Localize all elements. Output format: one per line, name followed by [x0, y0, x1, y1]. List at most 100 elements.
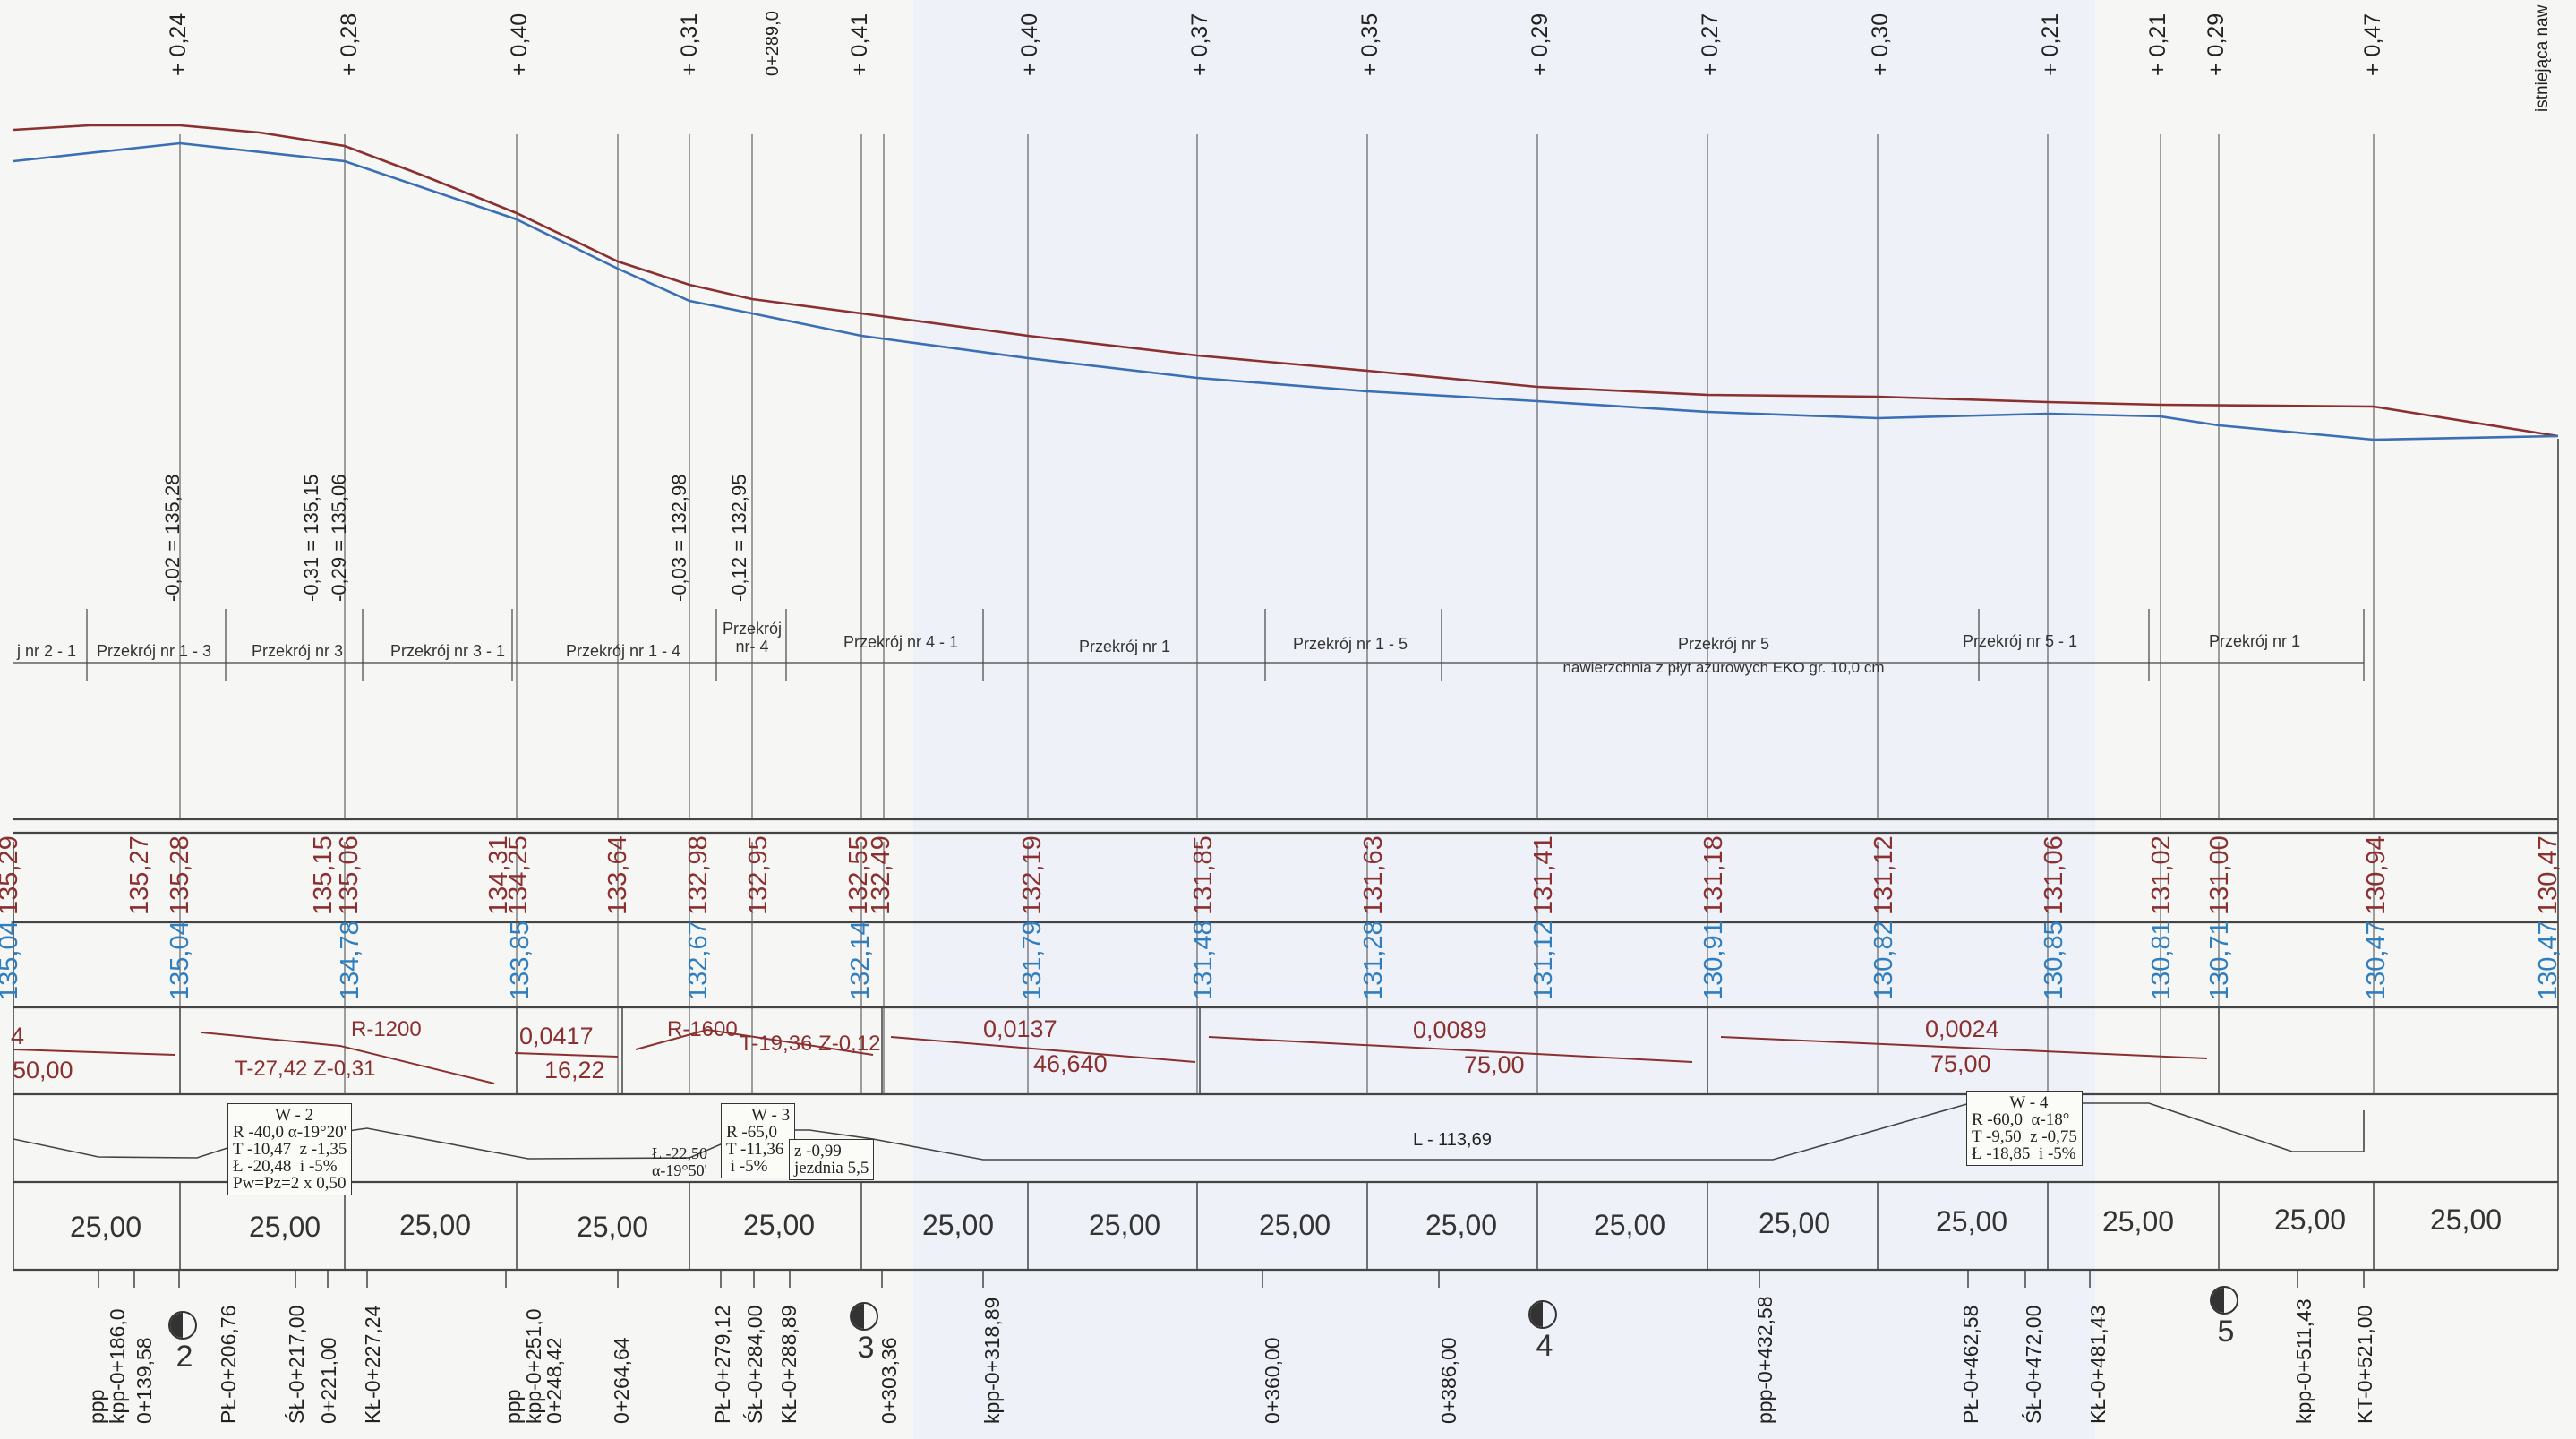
station-label: 0+386,00: [1437, 1337, 1460, 1424]
design-elevation: 131,06: [2040, 835, 2068, 915]
design-elevation: 131,41: [1529, 835, 1558, 915]
design-elevation: 135,29: [0, 835, 23, 915]
scan-shading: [913, 0, 2095, 1439]
terrain-elevation: 130,47: [2534, 921, 2563, 1000]
top-diff-label: + 0,41: [847, 13, 872, 76]
top-diff-label: + 0,30: [1868, 13, 1893, 76]
terrain-elevation: 130,81: [2147, 921, 2176, 1000]
terrain-elevation: 130,71: [2205, 921, 2234, 1000]
top-diff-label: 0+289,0: [763, 11, 783, 76]
grade-line: [201, 1032, 495, 1084]
section-label: Przekrój nr 5: [1677, 635, 1770, 653]
section-label: Przekrój nr 1 - 3: [96, 642, 212, 660]
section-label: Przekrój nr 1 - 4: [565, 642, 681, 660]
distance-label: 25,00: [398, 1209, 472, 1241]
station-label: ppp kpp-0+251,0 0+248,42: [501, 1308, 566, 1424]
top-diff-label: + 0,29: [1528, 13, 1553, 76]
distance-label: 25,00: [1088, 1209, 1161, 1241]
top-diff-label: + 0,31: [677, 13, 702, 76]
curve-w3-extra-box: z -0,99 jezdnia 5,5: [789, 1139, 875, 1180]
elevation-note: -0,12 = 132,95: [728, 474, 750, 602]
station-label: PŁ-0+206,76: [217, 1305, 240, 1424]
design-elevation: 135,06: [335, 835, 364, 915]
section-label: Przekrój nr 3 - 1: [389, 642, 506, 660]
elevation-note: -0,31 = 135,15: [300, 474, 322, 602]
terrain-elevation: 132,67: [684, 921, 713, 1000]
grade-length: 50,00: [13, 1057, 73, 1084]
distance-label: 25,00: [2101, 1205, 2175, 1238]
terrain-elevation: 131,79: [1018, 921, 1047, 1000]
cross-section-marker-icon: [2210, 1286, 2238, 1315]
station-label: 0+264,64: [610, 1337, 633, 1424]
cross-section-marker-icon: [850, 1302, 878, 1331]
design-elevation: 131,18: [1699, 835, 1728, 915]
cross-section-number: 5: [2217, 1315, 2235, 1349]
distance-label: 25,00: [1258, 1209, 1331, 1241]
section-label: Przekrój nr 1: [1078, 638, 1171, 655]
design-elevation: 132,49: [867, 835, 895, 915]
distance-label: 25,00: [1935, 1205, 2008, 1238]
design-elevation: 131,63: [1359, 835, 1388, 915]
station-label: 0+303,36: [877, 1337, 901, 1424]
elevation-note: -0,02 = 135,28: [161, 474, 184, 602]
design-elevation: 130,47: [2534, 835, 2563, 915]
top-diff-label: + 0,27: [1698, 13, 1723, 76]
station-label: KŁ-0+288,89: [777, 1305, 800, 1424]
grade-value: 0,0137: [983, 1015, 1057, 1042]
grade-length: 75,00: [1464, 1051, 1525, 1078]
design-elevation: 132,98: [684, 835, 713, 915]
design-elevation: 130,94: [2362, 835, 2391, 915]
cross-section-marker-icon: [168, 1311, 197, 1340]
top-diff-label: + 0,28: [337, 13, 362, 76]
distance-label: 25,00: [1593, 1209, 1666, 1241]
cross-section-number: 2: [175, 1340, 193, 1374]
elevation-note: -0,03 = 132,98: [668, 474, 690, 602]
section-label: Przekrój nr 1 - 5: [1292, 635, 1408, 653]
top-diff-label: + 0,40: [1017, 13, 1042, 76]
station-label: ŚŁ-0+284,00: [743, 1305, 766, 1424]
top-diff-label: + 0,35: [1357, 13, 1382, 76]
distance-label: 25,00: [742, 1209, 816, 1241]
existing-surface-note: istniejąca naw: [2533, 4, 2552, 112]
distance-label: 25,00: [576, 1211, 649, 1243]
distance-label: 25,00: [2429, 1203, 2503, 1236]
top-diff-label: + 0,40: [507, 13, 532, 76]
grade-line: [13, 1049, 175, 1056]
grade-line: [890, 1036, 1196, 1063]
vertical-curve-params: T-19,36 Z-0,12: [740, 1032, 881, 1056]
distance-label: 25,00: [2273, 1203, 2347, 1236]
terrain-elevation: 131,28: [1359, 921, 1388, 1000]
station-label: 0+139,58: [133, 1337, 156, 1424]
station-label: PŁ-0+279,12: [711, 1305, 734, 1424]
distance-label: 25,00: [1425, 1209, 1498, 1241]
terrain-elevation: 130,47: [2362, 921, 2391, 1000]
section-label: j nr 2 - 1: [16, 642, 77, 660]
distance-label: 25,00: [1758, 1207, 1831, 1239]
distance-label: 25,00: [921, 1209, 995, 1241]
section-label: Przekrój nr 3: [251, 642, 344, 660]
vertical-curve-radius: R-1600: [667, 1017, 738, 1041]
terrain-elevation: 132,14: [846, 921, 875, 1000]
design-elevation: 134,25: [504, 835, 533, 915]
curve-w3-arc-label: Ł -22,50 α-19°50': [652, 1144, 707, 1179]
cross-section-number: 3: [857, 1331, 875, 1365]
grade-value: 0,0089: [1413, 1016, 1487, 1043]
grade-line: [1208, 1036, 1693, 1063]
station-label: ŚŁ-0+217,00: [285, 1305, 308, 1424]
design-elevation: 132,95: [744, 835, 773, 915]
design-elevation: 135,27: [125, 835, 154, 915]
grade-length: 75,00: [1930, 1050, 1991, 1077]
design-elevation: 135,15: [309, 835, 338, 915]
station-label: KT-0+521,00: [2353, 1305, 2376, 1424]
station-label: ppp-0+432,58: [1753, 1296, 1776, 1424]
top-diff-label: + 0,21: [2038, 13, 2063, 76]
design-elevation: 132,19: [1018, 835, 1047, 915]
station-label: PŁ-0+462,58: [1959, 1305, 1982, 1424]
terrain-elevation: 130,82: [1870, 921, 1898, 1000]
section-label: Przekrój nr 4 - 1: [843, 633, 959, 651]
section-label: Przekrój nr 1: [2208, 632, 2301, 650]
grade-value: 0,0024: [1925, 1015, 1999, 1042]
grade-line: [1720, 1036, 2208, 1059]
section-label: Przekrój nr 5 - 1: [1962, 632, 2078, 650]
elevation-note: -0,29 = 135,06: [328, 474, 350, 602]
